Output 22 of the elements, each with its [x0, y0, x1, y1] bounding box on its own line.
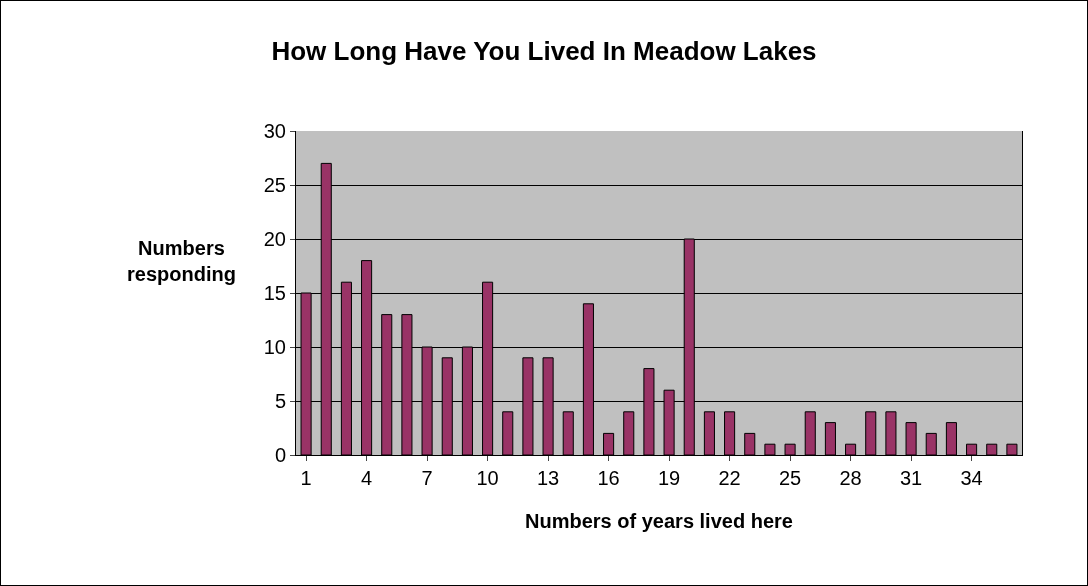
y-tick-label: 5 [274, 390, 286, 412]
x-axis-title: Numbers of years lived here [525, 509, 793, 532]
y-tick-label: 10 [263, 336, 286, 358]
x-tick-label: 10 [476, 467, 499, 489]
y-axis-title: Numbers responding [127, 237, 236, 285]
x-tick-label: 1 [300, 467, 312, 489]
x-tick-label: 28 [839, 467, 862, 489]
x-tick-label: 7 [421, 467, 433, 489]
x-tick-label: 13 [536, 467, 560, 489]
y-tick-label: 0 [274, 444, 286, 466]
x-tick-label: 25 [778, 467, 802, 489]
x-tick-label: 16 [597, 467, 620, 489]
chart-title: How Long Have You Lived In Meadow Lakes [271, 36, 817, 67]
y-tick-label: 25 [263, 174, 286, 196]
y-tick-label: 30 [263, 120, 286, 142]
x-tick-label: 4 [361, 467, 373, 489]
y-tick-label: 15 [263, 282, 286, 304]
x-tick-label: 22 [718, 467, 741, 489]
y-tick-label: 20 [263, 228, 286, 250]
x-tick-label: 19 [657, 467, 681, 489]
x-tick-label: 34 [960, 467, 983, 489]
x-tick-label: 31 [899, 467, 923, 489]
